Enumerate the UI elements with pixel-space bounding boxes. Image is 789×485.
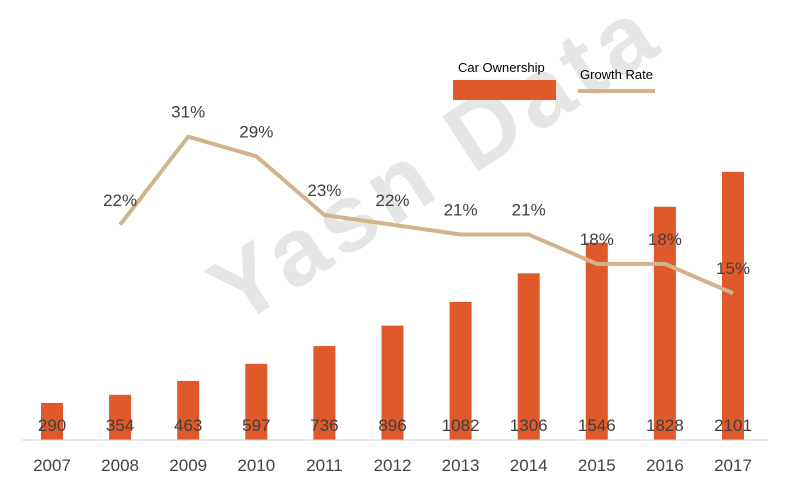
bar-label-2007: 290 xyxy=(38,416,66,435)
bar-2013 xyxy=(449,301,472,440)
bar-label-2014: 1306 xyxy=(510,416,548,435)
x-tick-2017: 2017 xyxy=(714,456,752,475)
rate-data-labels: 22% 31% 29% 23% 22% 21% 21% 18% 18% 15% xyxy=(103,103,750,279)
bar-2011 xyxy=(313,346,336,440)
x-tick-2013: 2013 xyxy=(442,456,480,475)
rate-label-2013: 21% xyxy=(444,201,478,220)
bar-label-2009: 463 xyxy=(174,416,202,435)
bar-2015 xyxy=(585,242,608,440)
bar-2017 xyxy=(722,171,744,440)
rate-label-2012: 22% xyxy=(375,191,409,210)
growth-rate-line xyxy=(118,134,734,296)
bar-label-2010: 597 xyxy=(242,416,270,435)
bar-2008 xyxy=(109,394,132,440)
legend: Car Ownership Growth Rate xyxy=(453,60,655,100)
legend-swatch-car-ownership xyxy=(453,80,556,100)
x-tick-2007: 2007 xyxy=(33,456,71,475)
rate-label-2014: 21% xyxy=(512,201,546,220)
bar-2014 xyxy=(517,273,540,440)
bar-2012 xyxy=(381,325,404,440)
x-tick-2009: 2009 xyxy=(169,456,207,475)
rate-label-2016: 18% xyxy=(648,230,682,249)
bar-label-2017: 2101 xyxy=(714,416,752,435)
bar-2009 xyxy=(177,380,200,440)
legend-label-growth-rate: Growth Rate xyxy=(580,67,653,82)
x-tick-2008: 2008 xyxy=(101,456,139,475)
bar-label-2011: 736 xyxy=(310,416,338,435)
x-tick-2016: 2016 xyxy=(646,456,684,475)
x-axis-ticks: 2007 2008 2009 2010 2011 2012 2013 2014 2015 2016… xyxy=(33,456,752,475)
bar-series xyxy=(41,171,744,440)
x-tick-2014: 2014 xyxy=(510,456,548,475)
x-tick-2015: 2015 xyxy=(578,456,616,475)
rate-label-2010: 29% xyxy=(239,122,273,141)
rate-label-2011: 23% xyxy=(307,181,341,200)
rate-label-2017: 15% xyxy=(716,259,750,278)
bar-label-2013: 1082 xyxy=(442,416,480,435)
legend-label-car-ownership: Car Ownership xyxy=(458,60,545,75)
bar-label-2016: 1828 xyxy=(646,416,684,435)
rate-label-2015: 18% xyxy=(580,230,614,249)
x-tick-2012: 2012 xyxy=(374,456,412,475)
bar-label-2012: 896 xyxy=(378,416,406,435)
bar-label-2015: 1546 xyxy=(578,416,616,435)
bar-data-labels: 290 354 463 597 736 896 1082 1306 1546 1828 2101 xyxy=(38,416,752,435)
rate-label-2009: 31% xyxy=(171,103,205,122)
bar-2007 xyxy=(41,402,63,440)
rate-label-2008: 22% xyxy=(103,191,137,210)
x-tick-2010: 2010 xyxy=(237,456,275,475)
x-tick-2011: 2011 xyxy=(306,456,343,475)
bar-2010 xyxy=(245,363,268,440)
bar-label-2008: 354 xyxy=(106,416,134,435)
